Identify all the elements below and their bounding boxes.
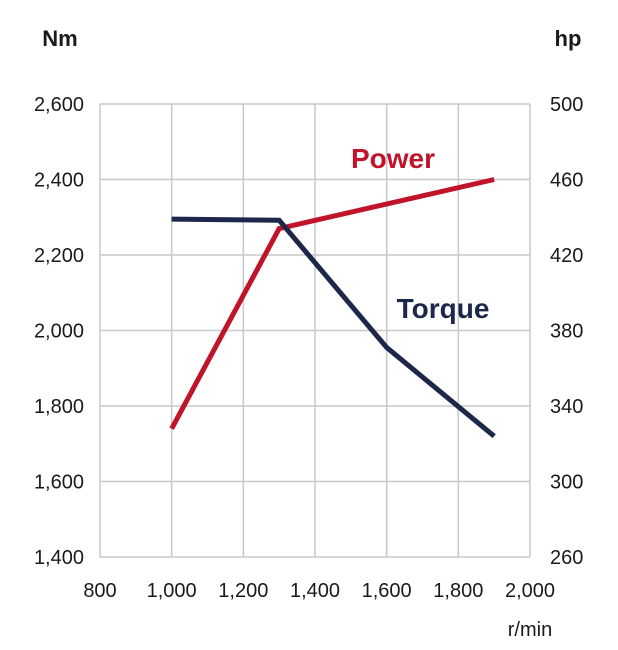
torque-label: Torque [397, 293, 490, 324]
x-tick-label-0: 800 [83, 580, 116, 602]
x-tick-label-2: 1,200 [218, 580, 268, 602]
left-y-tick-label-2: 1,800 [34, 396, 84, 418]
power-label: Power [351, 143, 435, 174]
right-y-tick-label-1: 300 [550, 472, 583, 494]
right-y-tick-label-6: 500 [550, 94, 583, 116]
left-y-tick-label-3: 2,000 [34, 321, 84, 343]
left-y-tick-label-6: 2,600 [34, 94, 84, 116]
left-y-tick-label-5: 2,400 [34, 170, 84, 192]
x-tick-label-6: 2,000 [505, 580, 555, 602]
x-axis-unit: r/min [508, 619, 552, 641]
tick-labels: 800 1,000 1,200 1,400 1,600 1,800 2,000 1,400 1,… [34, 94, 583, 602]
left-axis-unit: Nm [42, 26, 77, 51]
x-tick-label-1: 1,000 [147, 580, 197, 602]
right-y-tick-label-4: 420 [550, 245, 583, 267]
series: Power Torque [169, 143, 496, 439]
right-y-tick-label-5: 460 [550, 170, 583, 192]
right-y-tick-label-0: 260 [550, 547, 583, 569]
x-tick-label-4: 1,600 [362, 580, 412, 602]
torque-line [171, 216, 496, 439]
left-y-tick-label-1: 1,600 [34, 472, 84, 494]
left-y-tick-label-0: 1,400 [34, 547, 84, 569]
x-tick-label-3: 1,400 [290, 580, 340, 602]
right-y-tick-label-2: 340 [550, 396, 583, 418]
power-line [169, 177, 495, 430]
right-axis-unit: hp [555, 26, 582, 51]
x-tick-label-5: 1,800 [433, 580, 483, 602]
grid [99, 103, 531, 558]
left-y-tick-label-4: 2,200 [34, 245, 84, 267]
right-y-tick-label-3: 380 [550, 321, 583, 343]
